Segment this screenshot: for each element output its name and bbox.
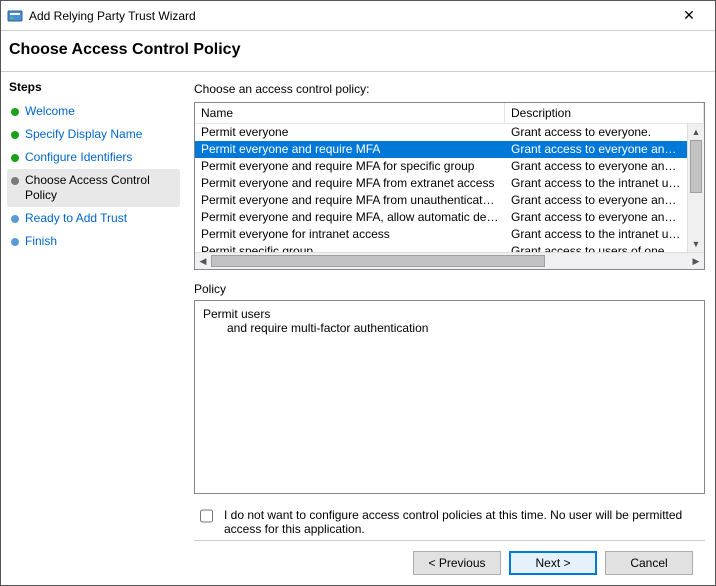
policy-name-cell: Permit everyone <box>195 124 505 141</box>
optout-checkbox[interactable] <box>200 509 213 523</box>
step-item[interactable]: Ready to Add Trust <box>7 207 180 230</box>
policy-row[interactable]: Permit everyone for intranet accessGrant… <box>195 226 687 243</box>
optout-row[interactable]: I do not want to configure access contro… <box>194 504 705 540</box>
step-item: Choose Access Control Policy <box>7 169 180 207</box>
policy-row[interactable]: Permit everyone and require MFA from ext… <box>195 175 687 192</box>
cancel-button[interactable]: Cancel <box>605 551 693 575</box>
column-description[interactable]: Description <box>505 103 704 123</box>
policy-desc-cell: Grant access to everyone and requir <box>505 192 687 209</box>
policy-details-box: Permit users and require multi-factor au… <box>194 300 705 494</box>
step-bullet-icon <box>11 238 19 246</box>
policy-desc-cell: Grant access to users of one or more <box>505 243 687 252</box>
policy-name-cell: Permit everyone for intranet access <box>195 226 505 243</box>
step-item[interactable]: Finish <box>7 230 180 253</box>
policy-name-cell: Permit specific group <box>195 243 505 252</box>
policy-name-cell: Permit everyone and require MFA from una… <box>195 192 505 209</box>
step-bullet-icon <box>11 108 19 116</box>
step-label: Configure Identifiers <box>25 150 132 165</box>
footer-buttons: < Previous Next > Cancel <box>194 540 705 585</box>
policy-desc-cell: Grant access to everyone and requir <box>505 209 687 226</box>
vertical-scrollbar[interactable]: ▲ ▼ <box>687 124 704 252</box>
policy-row[interactable]: Permit everyoneGrant access to everyone. <box>195 124 687 141</box>
policy-label: Policy <box>194 282 705 296</box>
policy-listbox[interactable]: Name Description Permit everyoneGrant ac… <box>194 102 705 270</box>
policy-desc-cell: Grant access to everyone. <box>505 124 687 141</box>
scroll-down-icon[interactable]: ▼ <box>688 236 704 252</box>
scroll-up-icon[interactable]: ▲ <box>688 124 704 140</box>
step-item[interactable]: Configure Identifiers <box>7 146 180 169</box>
policy-row[interactable]: Permit everyone and require MFA from una… <box>195 192 687 209</box>
step-bullet-icon <box>11 131 19 139</box>
content-pane: Choose an access control policy: Name De… <box>186 72 715 585</box>
policy-desc-cell: Grant access to everyone and requir <box>505 141 687 158</box>
policy-name-cell: Permit everyone and require MFA <box>195 141 505 158</box>
policy-name-cell: Permit everyone and require MFA from ext… <box>195 175 505 192</box>
window-title: Add Relying Party Trust Wizard <box>29 9 669 23</box>
step-label: Welcome <box>25 104 75 119</box>
step-bullet-icon <box>11 177 19 185</box>
step-bullet-icon <box>11 154 19 162</box>
policy-line: and require multi-factor authentication <box>203 321 696 335</box>
scroll-left-icon[interactable]: ◀ <box>195 256 211 267</box>
app-icon <box>7 8 23 24</box>
next-button[interactable]: Next > <box>509 551 597 575</box>
policy-desc-cell: Grant access to everyone and requir <box>505 158 687 175</box>
policy-desc-cell: Grant access to the intranet users an <box>505 175 687 192</box>
policy-row[interactable]: Permit specific groupGrant access to use… <box>195 243 687 252</box>
scroll-right-icon[interactable]: ▶ <box>688 256 704 267</box>
optout-label: I do not want to configure access contro… <box>224 508 703 536</box>
page-header: Choose Access Control Policy <box>1 31 715 72</box>
vscroll-thumb[interactable] <box>690 140 702 193</box>
list-header: Name Description <box>195 103 704 124</box>
policy-row[interactable]: Permit everyone and require MFA for spec… <box>195 158 687 175</box>
wizard-window: Add Relying Party Trust Wizard ✕ Choose … <box>0 0 716 586</box>
titlebar: Add Relying Party Trust Wizard ✕ <box>1 1 715 31</box>
list-body[interactable]: Permit everyoneGrant access to everyone.… <box>195 124 687 252</box>
step-bullet-icon <box>11 215 19 223</box>
policy-name-cell: Permit everyone and require MFA for spec… <box>195 158 505 175</box>
step-label: Specify Display Name <box>25 127 142 142</box>
horizontal-scrollbar[interactable]: ◀ ▶ <box>195 252 704 269</box>
wizard-body: Steps Welcome Specify Display Name Configu… <box>1 72 715 585</box>
steps-heading: Steps <box>9 80 180 94</box>
policy-line: Permit users <box>203 307 696 321</box>
steps-sidebar: Steps Welcome Specify Display Name Configu… <box>1 72 186 585</box>
step-label: Finish <box>25 234 57 249</box>
step-item[interactable]: Specify Display Name <box>7 123 180 146</box>
prompt-text: Choose an access control policy: <box>194 82 705 96</box>
policy-name-cell: Permit everyone and require MFA, allow a… <box>195 209 505 226</box>
policy-row[interactable]: Permit everyone and require MFAGrant acc… <box>195 141 687 158</box>
column-name[interactable]: Name <box>195 103 505 123</box>
step-label: Choose Access Control Policy <box>25 173 176 203</box>
step-label: Ready to Add Trust <box>25 211 127 226</box>
previous-button[interactable]: < Previous <box>413 551 501 575</box>
hscroll-thumb[interactable] <box>211 255 545 267</box>
policy-row[interactable]: Permit everyone and require MFA, allow a… <box>195 209 687 226</box>
close-button[interactable]: ✕ <box>669 7 709 24</box>
policy-desc-cell: Grant access to the intranet users. <box>505 226 687 243</box>
step-item[interactable]: Welcome <box>7 100 180 123</box>
